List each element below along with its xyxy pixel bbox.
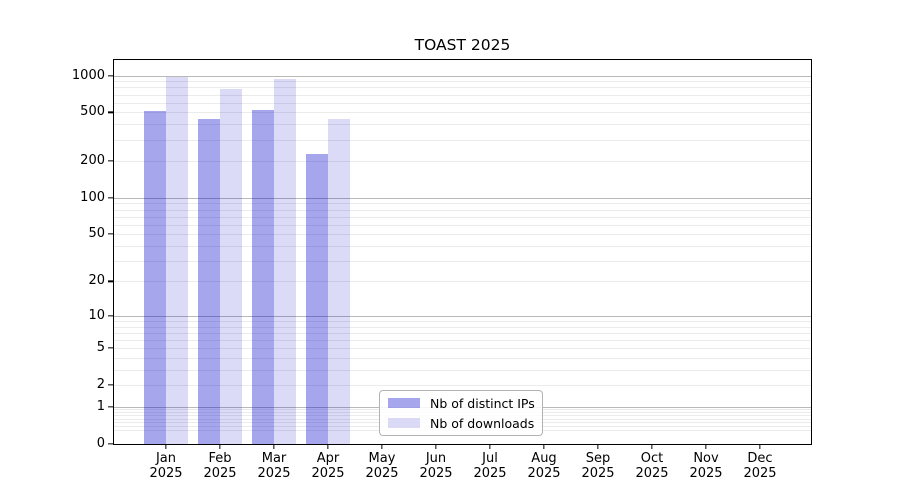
legend-row: Nb of distinct IPs xyxy=(388,395,535,411)
x-tick-mark xyxy=(543,444,545,450)
legend-label-downloads: Nb of downloads xyxy=(430,415,535,431)
legend-swatch-downloads xyxy=(388,418,420,428)
y-gridline-minor xyxy=(114,87,811,89)
x-tick-mark xyxy=(489,444,491,450)
bar-distinct-ips xyxy=(144,111,166,444)
x-tick-label: Jun 2025 xyxy=(419,451,453,481)
chart-title: TOAST 2025 xyxy=(414,36,511,54)
bar-downloads xyxy=(166,77,188,444)
y-tick-mark xyxy=(108,406,114,408)
y-gridline-minor xyxy=(114,139,811,141)
x-tick-mark xyxy=(759,444,761,450)
y-gridline-minor xyxy=(114,216,811,218)
legend: Nb of distinct IPs Nb of downloads xyxy=(379,390,543,436)
y-tick-mark xyxy=(108,233,114,235)
x-tick-mark xyxy=(435,444,437,450)
x-tick-mark xyxy=(219,444,221,450)
x-tick-mark xyxy=(165,444,167,450)
y-gridline-minor xyxy=(114,281,811,283)
x-tick-label: May 2025 xyxy=(365,451,399,481)
y-gridline-minor xyxy=(114,102,811,104)
bar-distinct-ips xyxy=(198,119,220,444)
y-tick-label: 1 xyxy=(96,398,105,414)
x-tick-mark xyxy=(651,444,653,450)
y-gridline-major xyxy=(114,197,811,199)
y-gridline-minor xyxy=(114,161,811,163)
y-tick-label: 10 xyxy=(88,307,105,323)
y-tick-label: 500 xyxy=(80,104,105,120)
y-tick-mark xyxy=(108,280,114,283)
y-tick-label: 20 xyxy=(88,273,105,289)
y-gridline-minor xyxy=(114,234,811,236)
y-gridline-minor xyxy=(114,81,811,83)
x-tick-mark xyxy=(273,444,275,450)
x-tick-label: Mar 2025 xyxy=(257,451,291,481)
y-tick-mark xyxy=(108,315,114,317)
plot-area: Nb of distinct IPs Nb of downloads xyxy=(113,59,812,445)
legend-swatch-distinct-ips xyxy=(388,398,420,408)
x-tick-label: Jul 2025 xyxy=(473,451,507,481)
legend-row: Nb of downloads xyxy=(388,416,534,431)
y-tick-mark xyxy=(108,384,114,386)
x-tick-mark xyxy=(381,444,383,450)
legend-label-distinct-ips: Nb of distinct IPs xyxy=(430,395,535,411)
y-tick-mark xyxy=(108,74,114,77)
x-tick-label: Nov 2025 xyxy=(689,451,723,481)
y-tick-label: 50 xyxy=(88,226,105,242)
x-tick-label: Sep 2025 xyxy=(581,451,615,481)
y-tick-mark xyxy=(108,160,114,162)
y-gridline-minor xyxy=(114,94,811,96)
y-tick-mark xyxy=(108,347,114,349)
y-gridline-minor xyxy=(114,320,811,322)
y-tick-mark xyxy=(108,111,114,114)
x-tick-mark xyxy=(327,444,329,450)
y-tick-label: 100 xyxy=(80,189,105,205)
x-tick-label: Apr 2025 xyxy=(311,451,345,481)
y-gridline-minor xyxy=(114,260,811,262)
x-tick-label: Dec 2025 xyxy=(743,451,777,481)
y-gridline-major xyxy=(114,315,811,317)
y-gridline-minor xyxy=(114,357,811,359)
y-tick-label: 2 xyxy=(96,377,105,393)
x-tick-label: Oct 2025 xyxy=(635,451,669,481)
x-tick-mark xyxy=(597,444,599,450)
x-tick-label: Feb 2025 xyxy=(203,451,237,481)
y-tick-mark xyxy=(108,442,114,445)
y-tick-label: 1000 xyxy=(71,67,105,83)
y-tick-label: 200 xyxy=(80,153,105,169)
y-gridline-minor xyxy=(114,332,811,334)
y-gridline-minor xyxy=(114,245,811,247)
bar-downloads xyxy=(274,78,296,444)
y-gridline-minor xyxy=(114,339,811,341)
y-gridline-minor xyxy=(114,224,811,226)
y-gridline-minor xyxy=(114,326,811,328)
y-tick-label: 0 xyxy=(96,435,105,451)
y-gridline-minor xyxy=(114,348,811,350)
y-gridline-minor xyxy=(114,209,811,211)
y-gridline-minor xyxy=(114,203,811,205)
bar-distinct-ips xyxy=(306,153,328,444)
bar-downloads xyxy=(328,119,350,444)
bar-downloads xyxy=(220,89,242,444)
y-gridline-minor xyxy=(114,385,811,387)
x-tick-label: Aug 2025 xyxy=(527,451,561,481)
x-tick-mark xyxy=(705,444,707,450)
y-gridline-major xyxy=(114,75,811,77)
y-tick-mark xyxy=(108,197,114,199)
x-tick-label: Jan 2025 xyxy=(149,451,183,481)
bar-distinct-ips xyxy=(252,109,274,444)
y-gridline-minor xyxy=(114,112,811,114)
y-gridline-minor xyxy=(114,369,811,371)
y-tick-label: 5 xyxy=(96,340,105,356)
y-gridline-minor xyxy=(114,124,811,126)
